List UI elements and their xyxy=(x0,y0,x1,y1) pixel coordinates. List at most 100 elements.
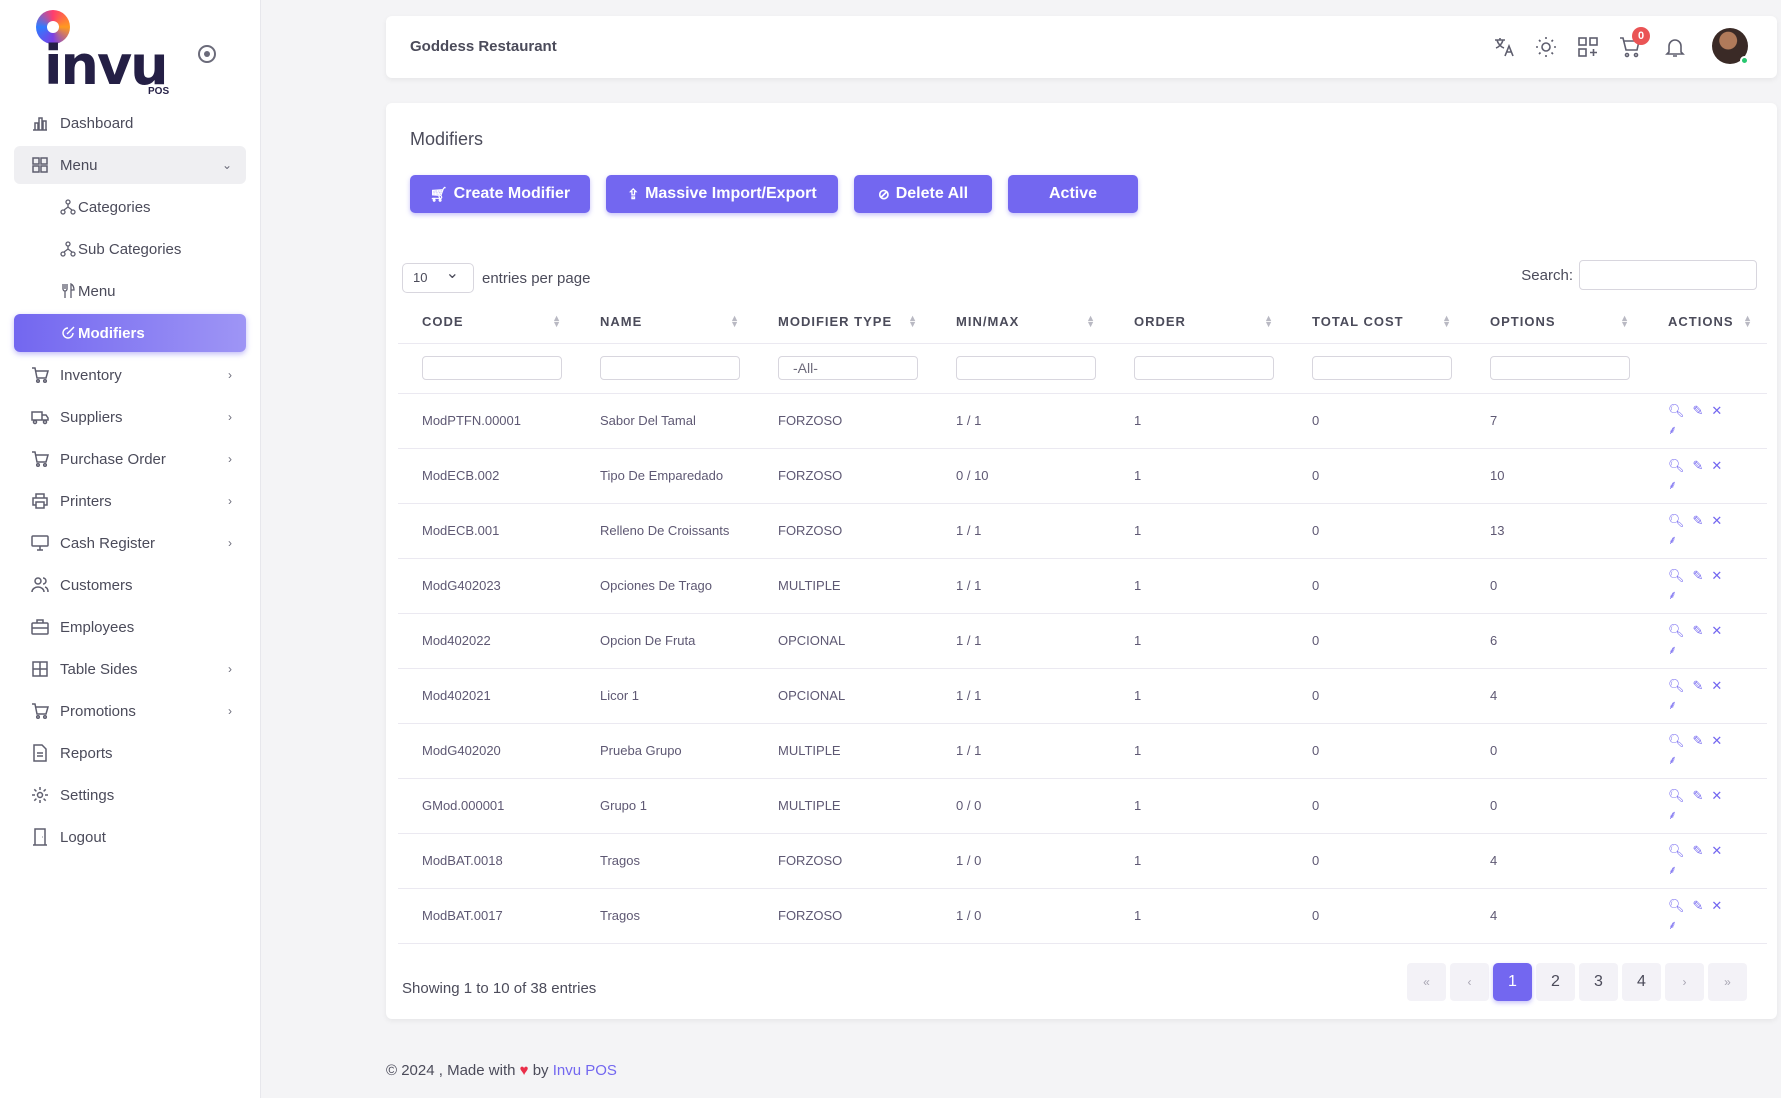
sun-icon[interactable] xyxy=(1534,35,1558,59)
name-filter-input[interactable] xyxy=(600,356,740,380)
close-icon[interactable]: ✕ xyxy=(1711,513,1723,528)
close-icon[interactable]: ✕ xyxy=(1711,403,1723,418)
edit-icon[interactable]: ✎ xyxy=(1692,513,1704,528)
sidebar-item-logout[interactable]: Logout xyxy=(14,818,246,856)
invu-pos-link[interactable]: Invu POS xyxy=(552,1062,617,1079)
column-header-min-max[interactable]: MIN/MAX ▲ ▼ xyxy=(932,301,1110,344)
hierarchy-icon[interactable]: ⸙ xyxy=(1668,918,1678,932)
hierarchy-icon[interactable]: ⸙ xyxy=(1668,863,1678,877)
translate-icon[interactable] xyxy=(1492,35,1516,59)
column-header-modifier-type[interactable]: MODIFIER TYPE ▲ ▼ xyxy=(754,301,932,344)
sidebar-item-promotions[interactable]: Promotions › xyxy=(14,692,246,730)
name-cell: Opcion De Fruta xyxy=(576,613,754,669)
next-page-button[interactable]: › xyxy=(1665,963,1704,1001)
sidebar-item-settings[interactable]: Settings xyxy=(14,776,246,814)
edit-icon[interactable]: ✎ xyxy=(1692,898,1704,913)
hierarchy-icon[interactable]: ⸙ xyxy=(1668,423,1678,437)
sidebar-subitem-modifiers[interactable]: Modifiers xyxy=(14,314,246,352)
page-2-button[interactable]: 2 xyxy=(1536,963,1575,1001)
sidebar-item-employees[interactable]: Employees xyxy=(14,608,246,646)
options-filter-input[interactable] xyxy=(1490,356,1630,380)
sidebar-item-printers[interactable]: Printers › xyxy=(14,482,246,520)
view-icon[interactable]: 🔍︎ xyxy=(1668,568,1685,583)
sidebar-item-purchase-order[interactable]: Purchase Order › xyxy=(14,440,246,478)
sidebar-subitem-menu[interactable]: Menu xyxy=(14,272,246,310)
column-header-name[interactable]: NAME ▲ ▼ xyxy=(576,301,754,344)
view-icon[interactable]: 🔍︎ xyxy=(1668,843,1685,858)
hierarchy-icon[interactable]: ⸙ xyxy=(1668,808,1678,822)
hierarchy-icon[interactable]: ⸙ xyxy=(1668,698,1678,712)
sidebar-subitem-categories[interactable]: Categories xyxy=(14,188,246,226)
code-filter-input[interactable] xyxy=(422,356,562,380)
min-max-filter-input[interactable] xyxy=(956,356,1096,380)
sidebar-item-customers[interactable]: Customers xyxy=(14,566,246,604)
edit-icon[interactable]: ✎ xyxy=(1692,788,1704,803)
edit-icon[interactable]: ✎ xyxy=(1692,733,1704,748)
cart-button[interactable]: 0 xyxy=(1618,27,1650,59)
massive-import-export-button[interactable]: ⇪ Massive Import/Export xyxy=(606,175,838,213)
hierarchy-icon[interactable]: ⸙ xyxy=(1668,753,1678,767)
prev-page-button[interactable]: ‹ xyxy=(1450,963,1489,1001)
close-icon[interactable]: ✕ xyxy=(1711,898,1723,913)
entries-per-page-select[interactable]: 10 xyxy=(402,260,474,293)
view-icon[interactable]: 🔍︎ xyxy=(1668,458,1685,473)
column-header-order[interactable]: ORDER ▲ ▼ xyxy=(1110,301,1288,344)
sidebar-item-menu[interactable]: Menu ⌄ xyxy=(14,146,246,184)
total-cost-filter-input[interactable] xyxy=(1312,356,1452,380)
close-icon[interactable]: ✕ xyxy=(1711,568,1723,583)
create-modifier-button[interactable]: 🛒︎ Create Modifier xyxy=(410,175,590,213)
view-icon[interactable]: 🔍︎ xyxy=(1668,678,1685,693)
edit-icon[interactable]: ✎ xyxy=(1692,458,1704,473)
sidebar-toggle-icon[interactable] xyxy=(198,45,216,63)
column-header-code[interactable]: CODE ▲ ▼ xyxy=(398,301,576,344)
edit-icon[interactable]: ✎ xyxy=(1692,678,1704,693)
active-filter-button[interactable]: Active xyxy=(1008,175,1138,213)
close-icon[interactable]: ✕ xyxy=(1711,733,1723,748)
close-icon[interactable]: ✕ xyxy=(1711,458,1723,473)
sidebar-item-dashboard[interactable]: Dashboard xyxy=(14,104,246,142)
modifier-type-filter-select[interactable]: -All- xyxy=(778,356,918,380)
sidebar-item-cash-register[interactable]: Cash Register › xyxy=(14,524,246,562)
delete-all-button[interactable]: ⊘ Delete All xyxy=(854,175,992,213)
view-icon[interactable]: 🔍︎ xyxy=(1668,898,1685,913)
sidebar-item-table-sides[interactable]: Table Sides › xyxy=(14,650,246,688)
apps-grid-icon[interactable] xyxy=(1576,35,1600,59)
search-input[interactable] xyxy=(1579,260,1757,290)
last-page-button[interactable]: » xyxy=(1708,963,1747,1001)
page-4-button[interactable]: 4 xyxy=(1622,963,1661,1001)
sidebar-subitem-sub-categories[interactable]: Sub Categories xyxy=(14,230,246,268)
column-header-total-cost[interactable]: TOTAL COST ▲ ▼ xyxy=(1288,301,1466,344)
first-page-button[interactable]: « xyxy=(1407,963,1446,1001)
actions-cell: 🔍︎ ✎ ✕ ⸙ xyxy=(1644,393,1767,449)
edit-icon[interactable]: ✎ xyxy=(1692,568,1704,583)
sidebar-item-reports[interactable]: Reports xyxy=(14,734,246,772)
hierarchy-icon[interactable]: ⸙ xyxy=(1668,533,1678,547)
view-icon[interactable]: 🔍︎ xyxy=(1668,513,1685,528)
close-icon[interactable]: ✕ xyxy=(1711,788,1723,803)
hierarchy-icon[interactable]: ⸙ xyxy=(1668,643,1678,657)
close-icon[interactable]: ✕ xyxy=(1711,843,1723,858)
view-icon[interactable]: 🔍︎ xyxy=(1668,403,1685,418)
hierarchy-icon[interactable]: ⸙ xyxy=(1668,478,1678,492)
hierarchy-icon[interactable]: ⸙ xyxy=(1668,588,1678,602)
page-1-button[interactable]: 1 xyxy=(1493,963,1532,1001)
sidebar-item-suppliers[interactable]: Suppliers › xyxy=(14,398,246,436)
row-actions: 🔍︎ ✎ ✕ ⸙ xyxy=(1668,403,1767,438)
bell-icon[interactable] xyxy=(1663,35,1687,59)
row-actions: 🔍︎ ✎ ✕ ⸙ xyxy=(1668,898,1767,933)
view-icon[interactable]: 🔍︎ xyxy=(1668,623,1685,638)
edit-icon[interactable]: ✎ xyxy=(1692,403,1704,418)
page-3-button[interactable]: 3 xyxy=(1579,963,1618,1001)
edit-icon[interactable]: ✎ xyxy=(1692,843,1704,858)
chevron-right-icon: › xyxy=(228,452,232,466)
column-header-actions[interactable]: ACTIONS ▲ ▼ xyxy=(1644,301,1767,344)
invu-logo[interactable]: invu POS xyxy=(36,10,186,100)
view-icon[interactable]: 🔍︎ xyxy=(1668,788,1685,803)
edit-icon[interactable]: ✎ xyxy=(1692,623,1704,638)
order-filter-input[interactable] xyxy=(1134,356,1274,380)
column-header-options[interactable]: OPTIONS ▲ ▼ xyxy=(1466,301,1644,344)
close-icon[interactable]: ✕ xyxy=(1711,678,1723,693)
view-icon[interactable]: 🔍︎ xyxy=(1668,733,1685,748)
close-icon[interactable]: ✕ xyxy=(1711,623,1723,638)
sidebar-item-inventory[interactable]: Inventory › xyxy=(14,356,246,394)
